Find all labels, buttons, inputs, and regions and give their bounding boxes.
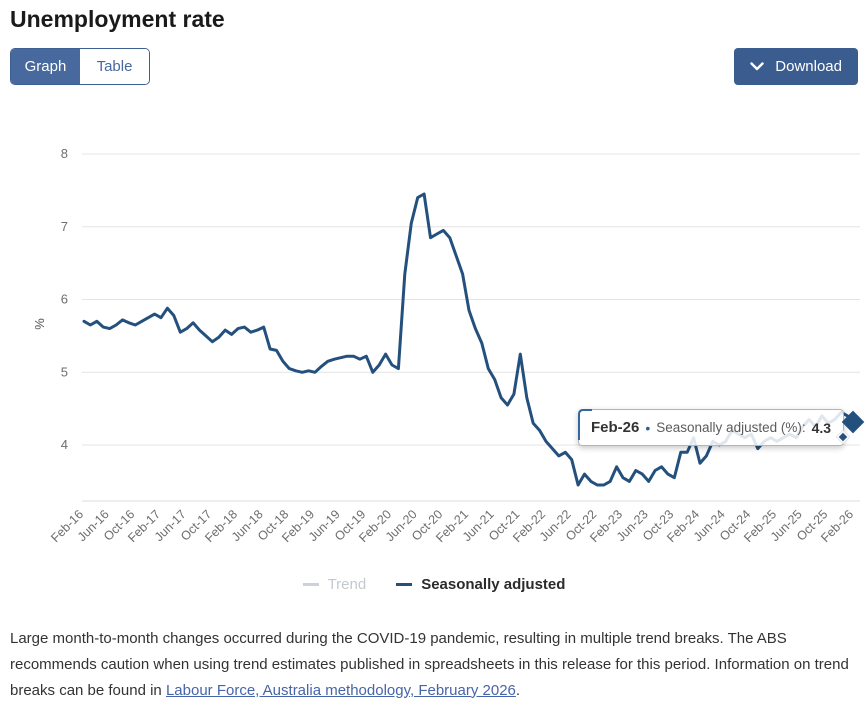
footnote-text: Large month-to-month changes occurred du… bbox=[10, 630, 849, 699]
page-title: Unemployment rate bbox=[10, 6, 225, 32]
download-button[interactable]: Download bbox=[734, 48, 858, 85]
controls-row: Graph Table Download bbox=[10, 48, 858, 85]
legend-item-trend[interactable]: Trend bbox=[302, 576, 367, 593]
table-tab[interactable]: Table bbox=[80, 49, 149, 84]
chevron-down-icon bbox=[750, 62, 764, 71]
view-toggle: Graph Table bbox=[10, 48, 150, 85]
trend-line-swatch-icon bbox=[302, 583, 319, 586]
y-tick-label: 7 bbox=[61, 219, 68, 234]
chart-area[interactable]: 4 5 6 7 8% Feb-16 Jun-16 Oct-16 Feb-17 Jun-17 Oct-… bbox=[10, 98, 868, 568]
footnote-text-end: . bbox=[515, 681, 521, 699]
y-axis-label: % bbox=[32, 318, 47, 330]
tooltip-bullet-icon: • bbox=[645, 419, 651, 436]
tooltip-accent bbox=[578, 409, 592, 440]
tooltip-series-label: Seasonally adjusted (%): bbox=[656, 420, 806, 435]
legend-item-seasonally-adjusted[interactable]: Seasonally adjusted bbox=[396, 576, 565, 593]
page: Unemployment rate Graph Table Download 4… bbox=[10, 6, 868, 703]
y-tick-label: 8 bbox=[61, 146, 68, 161]
y-tick-label: 4 bbox=[61, 437, 68, 452]
graph-tab[interactable]: Graph bbox=[11, 49, 80, 84]
seasonally-adjusted-line-swatch-icon bbox=[396, 583, 413, 586]
methodology-link[interactable]: Labour Force, Australia methodology, Feb… bbox=[165, 681, 516, 699]
y-tick-label: 5 bbox=[61, 364, 68, 379]
download-label: Download bbox=[775, 58, 842, 75]
legend-trend-label: Trend bbox=[327, 576, 367, 593]
trend-break-footnote: Large month-to-month changes occurred du… bbox=[10, 626, 858, 703]
chart-tooltip: Feb-26 • Seasonally adjusted (%): 4.3 bbox=[578, 409, 845, 446]
chart-legend: Trend Seasonally adjusted bbox=[10, 576, 858, 593]
tooltip-period: Feb-26 bbox=[591, 419, 640, 436]
unemployment-line-chart[interactable]: 45678%Feb-16Jun-16Oct-16Feb-17Jun-17Oct-… bbox=[10, 98, 868, 568]
legend-seasonally-adjusted-label: Seasonally adjusted bbox=[421, 576, 566, 593]
y-tick-label: 6 bbox=[61, 292, 68, 307]
tooltip-value: 4.3 bbox=[811, 419, 832, 436]
